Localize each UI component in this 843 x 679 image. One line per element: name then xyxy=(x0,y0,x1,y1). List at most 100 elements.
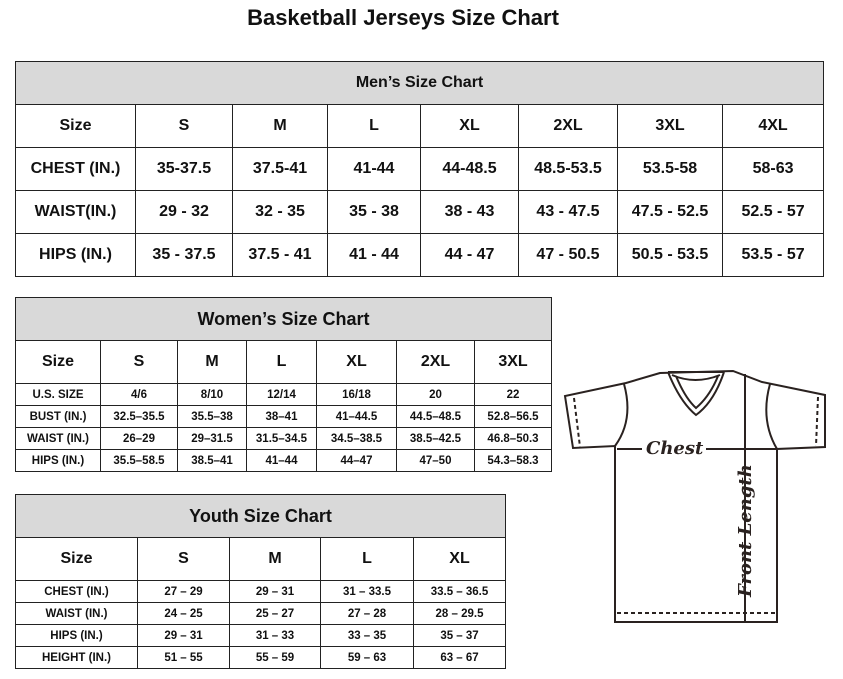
cell: 41–44.5 xyxy=(316,405,397,428)
jersey-diagram: Chest Front Length xyxy=(563,369,826,623)
row-label: HIPS (IN.) xyxy=(15,624,138,647)
cell: S xyxy=(135,104,233,148)
cell: 28 – 29.5 xyxy=(412,602,507,625)
cell: 34.5–38.5 xyxy=(316,427,397,450)
cell: 16/18 xyxy=(316,383,397,406)
table-row: WAIST (IN.) 26–29 29–31.5 31.5–34.5 34.5–38.… xyxy=(15,427,553,450)
cell: 2XL xyxy=(518,104,618,148)
cell: 54.3–58.3 xyxy=(473,449,553,472)
table-row: HIPS (IN.) 29 – 31 31 – 33 33 – 35 35 – 37 xyxy=(15,624,507,647)
shirt-outline xyxy=(563,369,826,623)
cell: 37.5 - 41 xyxy=(232,233,328,277)
cell: 29 - 32 xyxy=(135,190,233,234)
table-title: Men’s Size Chart xyxy=(14,61,825,105)
page-title: Basketball Jerseys Size Chart xyxy=(247,5,559,30)
chest-label: Chest xyxy=(646,438,704,459)
cell: 31 – 33 xyxy=(229,624,321,647)
womens-size-table: Women’s Size Chart Size S M L XL 2XL 3XL U.S. S… xyxy=(14,297,553,472)
cell: 38 - 43 xyxy=(420,190,519,234)
row-label: Size xyxy=(15,537,138,581)
cell: 35.5–58.5 xyxy=(100,449,178,472)
cell: 2XL xyxy=(396,340,475,384)
cell: 27 – 28 xyxy=(320,602,414,625)
cell: 26–29 xyxy=(100,427,178,450)
table-row: HEIGHT (IN.) 51 – 55 55 – 59 59 – 63 63 – 67 xyxy=(15,646,507,669)
cell: M xyxy=(232,104,328,148)
cell: 41–44 xyxy=(246,449,317,472)
table-row: HIPS (IN.) 35.5–58.5 38.5–41 41–44 44–47 47–5… xyxy=(15,449,553,472)
mens-size-table: Men’s Size Chart Size S M L XL 2XL 3XL 4XL CHEST… xyxy=(14,61,825,277)
row-label: CHEST (IN.) xyxy=(15,147,136,191)
header-row: Size S M L XL 2XL 3XL xyxy=(15,340,553,384)
cell: M xyxy=(177,340,247,384)
table-title: Youth Size Chart xyxy=(14,494,507,538)
front-length-label: Front Length xyxy=(735,464,756,598)
cell: 31 – 33.5 xyxy=(320,580,414,603)
cell: 35 - 38 xyxy=(327,190,421,234)
cell: L xyxy=(327,104,421,148)
row-label: HIPS (IN.) xyxy=(15,449,101,472)
cell: 50.5 - 53.5 xyxy=(617,233,723,277)
cell: 35.5–38 xyxy=(177,405,247,428)
cell: 35-37.5 xyxy=(135,147,233,191)
cell: 48.5-53.5 xyxy=(518,147,618,191)
table-row: U.S. SIZE 4/6 8/10 12/14 16/18 20 22 xyxy=(15,383,553,406)
cell: 20 xyxy=(396,383,475,406)
cell: 59 – 63 xyxy=(320,646,414,669)
row-label: BUST (IN.) xyxy=(15,405,101,428)
cell: S xyxy=(137,537,230,581)
cell: 4/6 xyxy=(100,383,178,406)
cell: 47–50 xyxy=(396,449,475,472)
row-label: HIPS (IN.) xyxy=(15,233,136,277)
cell: 58-63 xyxy=(721,147,825,191)
cell: 52.5 - 57 xyxy=(721,190,825,234)
cell: 44.5–48.5 xyxy=(396,405,475,428)
cell: L xyxy=(320,537,414,581)
cell: 29 – 31 xyxy=(137,624,230,647)
cell: 38.5–42.5 xyxy=(396,427,475,450)
cell: 44 - 47 xyxy=(420,233,519,277)
table-row: WAIST (IN.) 24 – 25 25 – 27 27 – 28 28 – 29.… xyxy=(15,602,507,625)
cell: 55 – 59 xyxy=(229,646,321,669)
table-title: Women’s Size Chart xyxy=(14,297,553,341)
cell: 44-48.5 xyxy=(420,147,519,191)
header-row: Size S M L XL xyxy=(15,537,507,581)
youth-size-table: Youth Size Chart Size S M L XL CHEST (IN.) 27 … xyxy=(14,494,507,669)
row-label: Size xyxy=(15,104,136,148)
cell: M xyxy=(229,537,321,581)
cell: 22 xyxy=(473,383,553,406)
row-label: CHEST (IN.) xyxy=(15,580,138,603)
cell: S xyxy=(100,340,178,384)
cell: 38.5–41 xyxy=(177,449,247,472)
cell: 24 – 25 xyxy=(137,602,230,625)
cell: 47 - 50.5 xyxy=(518,233,618,277)
cell: 33.5 – 36.5 xyxy=(412,580,507,603)
cell: 37.5-41 xyxy=(232,147,328,191)
cell: 41-44 xyxy=(327,147,421,191)
cell: 32 - 35 xyxy=(232,190,328,234)
cell: 53.5 - 57 xyxy=(721,233,825,277)
row-label: Size xyxy=(15,340,101,384)
cell: 3XL xyxy=(617,104,723,148)
cell: L xyxy=(246,340,317,384)
cell: 43 - 47.5 xyxy=(518,190,618,234)
cell: XL xyxy=(316,340,397,384)
cell: 27 – 29 xyxy=(137,580,230,603)
cell: 8/10 xyxy=(177,383,247,406)
row-label: U.S. SIZE xyxy=(15,383,101,406)
cell: 46.8–50.3 xyxy=(473,427,553,450)
cell: 33 – 35 xyxy=(320,624,414,647)
table-row: BUST (IN.) 32.5–35.5 35.5–38 38–41 41–44.5 44… xyxy=(15,405,553,428)
cell: 52.8–56.5 xyxy=(473,405,553,428)
table-row: HIPS (IN.) 35 - 37.5 37.5 - 41 41 - 44 44 - … xyxy=(15,233,825,277)
row-label: HEIGHT (IN.) xyxy=(15,646,138,669)
cell: 44–47 xyxy=(316,449,397,472)
row-label: WAIST (IN.) xyxy=(15,427,101,450)
cell: 63 – 67 xyxy=(412,646,507,669)
cell: XL xyxy=(412,537,507,581)
cell: 35 - 37.5 xyxy=(135,233,233,277)
cell: 47.5 - 52.5 xyxy=(617,190,723,234)
cell: 12/14 xyxy=(246,383,317,406)
row-label: WAIST (IN.) xyxy=(15,602,138,625)
cell: 31.5–34.5 xyxy=(246,427,317,450)
